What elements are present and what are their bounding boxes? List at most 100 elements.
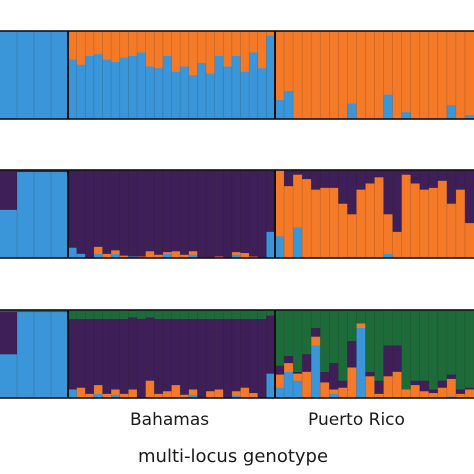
bar-segment-p3-s3-i32 <box>302 354 312 372</box>
bar-segment-p3-s4-i18 <box>180 310 190 320</box>
bar-segment-p2-s3-i19 <box>188 170 198 252</box>
bar-segment-p3-s3-i28 <box>266 315 276 374</box>
bar-segment-p1-s1-i50 <box>464 114 474 120</box>
bar-segment-p2-s1-i31 <box>293 227 303 259</box>
bar-segment-p3-s1-i29 <box>275 387 285 399</box>
bar-segment-p2-s1-i19 <box>188 254 198 259</box>
bar-segment-p3-s3-i33 <box>311 327 321 337</box>
bar-segment-p2-s3-i11 <box>119 170 129 256</box>
bar-segment-p2-s3-i46 <box>428 170 439 188</box>
bar-segment-p1-s1-i7 <box>85 55 95 120</box>
bar-segment-p1-s1-i17 <box>171 71 181 120</box>
bar-segment-p3-s2-i35 <box>329 389 339 394</box>
bar-segment-p3-s1-i24 <box>231 395 241 399</box>
bar-segment-p3-s1-i28 <box>266 373 276 399</box>
bar-segment-p2-s3-i27 <box>257 170 267 259</box>
bar-segment-p3-s4-i13 <box>137 310 146 320</box>
bar-segment-p1-s2-i14 <box>145 31 155 67</box>
bar-segment-p1-s1-i37 <box>347 103 357 120</box>
bar-segment-p3-s4-i23 <box>223 310 233 320</box>
bar-segment-p1-s2-i36 <box>338 31 348 120</box>
bar-segment-p1-s1-i41 <box>383 94 393 120</box>
bar-segment-p1-s2-i20 <box>197 31 207 63</box>
bar-segment-p1-s2-i6 <box>76 31 86 65</box>
bar-segment-p1-s2-i30 <box>284 31 294 92</box>
bar-segment-p3-s3-i18 <box>180 318 190 395</box>
bar-segment-p1-s2-i18 <box>180 31 190 67</box>
bar-segment-p2-s3-i31 <box>293 170 303 175</box>
bar-segment-p2-s2-i11 <box>119 255 129 259</box>
bar-segment-p1-s2-i44 <box>410 31 421 120</box>
panel-frame <box>0 169 474 259</box>
bar-segment-p3-s2-i41 <box>383 376 393 399</box>
bar-segment-p2-s1-i1 <box>0 209 18 259</box>
bar-segment-p1-s2-i29 <box>275 31 285 100</box>
bar-segment-p1-s1-i12 <box>128 55 138 120</box>
bar-segment-p1-s1-i1 <box>0 31 18 120</box>
bar-segment-p3-s2-i45 <box>419 390 430 399</box>
bar-segment-p2-s3-i49 <box>455 170 466 190</box>
bar-segment-p2-s3-i5 <box>68 170 77 248</box>
bar-segment-p2-s3-i44 <box>410 170 421 184</box>
bar-segment-p3-s4-i43 <box>401 310 411 390</box>
bar-segment-p3-s3-i23 <box>223 318 233 399</box>
bar-segment-p2-s3-i16 <box>162 170 172 253</box>
bar-segment-p2-s3-i48 <box>446 170 457 204</box>
bar-segment-p2-s2-i37 <box>347 214 357 259</box>
bar-segment-p3-s3-i13 <box>137 318 146 399</box>
bar-segment-p3-s3-i31 <box>293 371 303 374</box>
bar-segment-p1-s1-i21 <box>206 73 215 120</box>
bar-segment-p3-s2-i6 <box>76 387 86 399</box>
bar-segment-p3-s1-i38 <box>356 327 366 399</box>
bar-segment-p3-s2-i48 <box>446 378 457 397</box>
bar-segment-p2-s3-i3 <box>34 170 52 173</box>
bar-segment-p3-s2-i38 <box>356 323 366 328</box>
bar-segment-p3-s2-i8 <box>93 384 103 394</box>
bar-segment-p3-s2-i31 <box>293 373 303 381</box>
bar-segment-p3-s1-i33 <box>311 345 321 399</box>
bar-segment-p1-s1-i25 <box>240 71 250 120</box>
bar-segment-p2-s3-i41 <box>383 170 393 215</box>
bar-segment-p3-s3-i47 <box>437 380 448 388</box>
bar-segment-p1-s2-i13 <box>137 31 146 53</box>
bar-segment-p1-s1-i27 <box>257 67 267 120</box>
bar-segment-p3-s2-i14 <box>145 380 155 399</box>
bar-segment-p3-s2-i33 <box>311 336 321 346</box>
bar-segment-p3-s2-i40 <box>374 393 384 399</box>
bar-segment-p2-s3-i35 <box>329 170 339 188</box>
bar-segment-p3-s2-i22 <box>214 389 224 399</box>
bar-segment-p2-s3-i38 <box>356 170 366 190</box>
bar-segment-p3-s4-i30 <box>284 310 294 357</box>
bar-segment-p1-s1-i22 <box>214 55 224 120</box>
bar-segment-p1-s2-i39 <box>365 31 375 120</box>
bar-segment-p3-s3-i45 <box>419 380 430 392</box>
bar-segment-p2-s2-i44 <box>410 183 421 259</box>
bar-segment-p2-s2-i38 <box>356 189 366 259</box>
bar-segment-p3-s3-i8 <box>93 318 103 386</box>
bar-segment-p2-s1-i3 <box>34 171 52 259</box>
bar-segment-p2-s1-i5 <box>68 247 77 259</box>
bar-segment-p1-s1-i11 <box>119 57 129 120</box>
bar-segment-p2-s3-i15 <box>154 170 164 255</box>
bar-segment-p3-s4-i48 <box>446 310 457 375</box>
bar-segment-p1-s2-i48 <box>446 31 457 106</box>
bar-segment-p3-s2-i50 <box>464 389 474 399</box>
bar-segment-p3-s3-i5 <box>68 318 77 390</box>
bar-segment-p3-s2-i15 <box>154 393 164 399</box>
bar-segment-p1-s2-i43 <box>401 31 411 113</box>
bar-segment-p2-s2-i17 <box>171 250 181 259</box>
bar-segment-p2-s3-i2 <box>17 170 35 173</box>
bar-segment-p2-s3-i34 <box>320 170 330 188</box>
bar-segment-p3-s4-i12 <box>128 310 138 318</box>
bar-segment-p2-s3-i36 <box>338 170 348 204</box>
bar-segment-p3-s4-i2 <box>17 310 35 313</box>
bar-segment-p3-s3-i34 <box>320 371 330 383</box>
bar-segment-p3-s4-i22 <box>214 310 224 320</box>
bar-segment-p3-s2-i25 <box>240 387 250 399</box>
bar-segment-p1-s2-i8 <box>93 31 103 55</box>
bar-segment-p2-s2-i41 <box>383 214 393 254</box>
bar-segment-p2-s2-i47 <box>437 180 448 259</box>
bar-segment-p3-s3-i48 <box>446 374 457 379</box>
bar-segment-p3-s2-i12 <box>128 389 138 399</box>
bar-segment-p2-s2-i42 <box>392 231 402 259</box>
